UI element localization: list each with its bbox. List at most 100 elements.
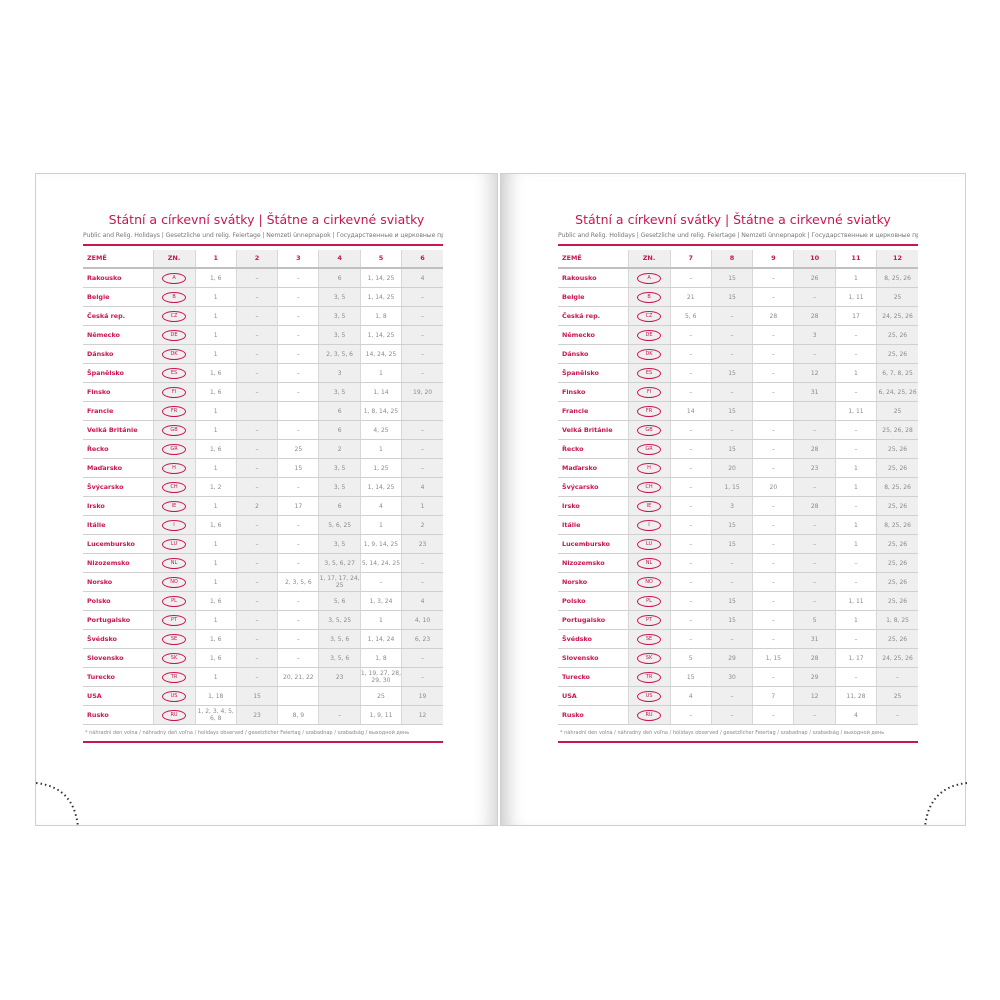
holiday-dates-cell: 25: [876, 686, 918, 706]
holiday-dates-cell: 5: [669, 648, 712, 668]
holiday-dates-cell: –: [710, 686, 753, 706]
holiday-dates-cell: 12: [793, 686, 836, 706]
holiday-dates-cell: –: [752, 629, 794, 649]
holiday-dates-cell: 1, 19, 27, 28, 29, 30: [359, 667, 402, 687]
country-code-badge: IE: [637, 500, 662, 512]
holiday-dates-cell: –: [793, 705, 836, 725]
country-code-badge: DK: [162, 348, 187, 360]
holiday-dates-cell: –: [834, 629, 877, 649]
holiday-dates-cell: –: [752, 439, 794, 459]
holiday-dates-cell: –: [752, 553, 794, 573]
table-row: Rusko RU 1, 2, 3, 4, 5, 6, 8 23 8, 9–1, 9, 1…: [83, 705, 443, 725]
holiday-dates-cell: –: [277, 534, 319, 554]
holiday-dates-cell: 1, 14, 25: [359, 287, 402, 307]
country-code-badge: FR: [162, 405, 187, 417]
holiday-dates-cell: 3, 5: [318, 458, 361, 478]
holiday-dates-cell: –: [669, 572, 712, 592]
country-name: Polsko: [558, 591, 629, 611]
holiday-dates-cell: –: [669, 363, 712, 383]
holiday-dates-cell: 4: [401, 591, 443, 611]
holiday-dates-cell: 25, 26: [876, 572, 918, 592]
holiday-dates-cell: 1, 6: [194, 515, 237, 535]
holiday-dates-cell: 1: [194, 287, 237, 307]
country-name: Portugalsko: [83, 610, 154, 630]
header-month: 7: [669, 250, 712, 269]
holiday-dates-cell: –: [235, 515, 278, 535]
holiday-dates-cell: –: [710, 344, 753, 364]
header-month: 5: [359, 250, 402, 269]
holiday-dates-cell: 26: [793, 268, 836, 288]
holiday-dates-cell: 8, 9: [277, 705, 319, 725]
holiday-dates-cell: 25, 26: [876, 344, 918, 364]
holiday-dates-cell: 1, 17: [834, 648, 877, 668]
holiday-dates-cell: –: [710, 553, 753, 573]
country-name: Portugalsko: [558, 610, 629, 630]
holiday-dates-cell: –: [710, 382, 753, 402]
table-row: Lucembursko LU 1– –3, 5 1, 9, 14, 25 23: [83, 534, 443, 554]
holiday-dates-cell: 25, 26: [876, 439, 918, 459]
country-name: Francie: [558, 401, 629, 421]
holiday-dates-cell: –: [401, 439, 443, 459]
holiday-dates-cell: 5, 6: [318, 591, 361, 611]
holiday-dates-cell: 1: [194, 496, 237, 516]
holiday-dates-cell: 28: [793, 306, 836, 326]
holiday-dates-cell: 4: [401, 477, 443, 497]
holiday-dates-cell: 3, 5, 6: [318, 629, 361, 649]
table-row: Portugalsko PT 1– –3, 5, 25 1 4, 10: [83, 610, 443, 630]
country-code-badge: FR: [637, 405, 662, 417]
country-name: Itálie: [83, 515, 154, 535]
holiday-dates-cell: 3: [318, 363, 361, 383]
country-name: Francie: [83, 401, 154, 421]
holiday-dates-cell: 15: [669, 667, 712, 687]
holiday-dates-cell: 15: [235, 686, 278, 706]
country-code-badge: NL: [162, 557, 187, 569]
country-code-badge: SK: [637, 652, 662, 664]
country-code-badge: FI: [637, 386, 662, 398]
table-row: Nizozemsko NL – – – – –25, 26: [558, 553, 918, 573]
holiday-dates-cell: 15: [710, 515, 753, 535]
decorative-dotted-arc: [36, 782, 79, 828]
holiday-dates-cell: –: [277, 515, 319, 535]
table-row: Turecko TR 15 30–29– –: [558, 667, 918, 687]
holiday-dates-cell: 1: [834, 363, 877, 383]
country-name: Polsko: [83, 591, 154, 611]
country-name: Turecko: [83, 667, 154, 687]
country-code-badge: SK: [162, 652, 187, 664]
holiday-dates-cell: 1: [834, 534, 877, 554]
country-name: Německo: [83, 325, 154, 345]
holiday-dates-cell: 1: [834, 610, 877, 630]
holiday-dates-cell: –: [793, 534, 836, 554]
page-title: Státní a církevní svátky | Štátne a cirk…: [575, 212, 891, 227]
holiday-dates-cell: 29: [793, 667, 836, 687]
country-code-badge: TR: [637, 671, 662, 683]
holiday-dates-cell: –: [834, 344, 877, 364]
table-row: Polsko PL 1, 6– –5, 6 1, 3, 24 4: [83, 591, 443, 611]
holiday-dates-cell: –: [834, 439, 877, 459]
holiday-dates-cell: 28: [793, 648, 836, 668]
holiday-dates-cell: 30: [710, 667, 753, 687]
holiday-dates-cell: –: [277, 382, 319, 402]
country-code-badge: LU: [637, 538, 662, 550]
holiday-dates-cell: 1, 6: [194, 648, 237, 668]
country-name: Belgie: [83, 287, 154, 307]
holiday-dates-cell: 12: [793, 363, 836, 383]
holiday-dates-cell: –: [752, 534, 794, 554]
country-code-badge: US: [637, 690, 662, 702]
holiday-dates-cell: –: [710, 705, 753, 725]
country-code-badge: GR: [162, 443, 187, 455]
holiday-dates-cell: 1, 8, 14, 25: [359, 401, 402, 421]
holiday-dates-cell: 1: [359, 363, 402, 383]
holiday-dates-cell: –: [401, 553, 443, 573]
holiday-dates-cell: 8, 25, 26: [876, 477, 918, 497]
header-country: ZEMĚ: [83, 250, 154, 269]
table-row: Nizozemsko NL 1– –3, 5, 6, 27 5, 14, 24, 25–: [83, 553, 443, 573]
footnote: * náhradní den volna / náhradný deň voľn…: [560, 730, 885, 736]
holiday-dates-cell: 17: [277, 496, 319, 516]
holiday-dates-cell: –: [834, 496, 877, 516]
country-code-badge: B: [637, 291, 662, 303]
table-row: Německo DE – – –3–25, 26: [558, 325, 918, 345]
country-code-badge: ES: [637, 367, 662, 379]
country-name: Nizozemsko: [83, 553, 154, 573]
holiday-dates-cell: 24, 25, 26: [876, 306, 918, 326]
title-rule: [83, 244, 443, 246]
